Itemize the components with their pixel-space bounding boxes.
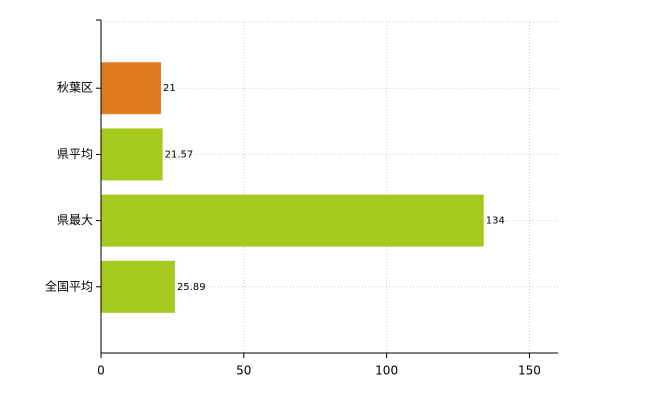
y-tick-label: 県最大 xyxy=(57,213,93,227)
bar xyxy=(101,194,484,247)
y-tick-label: 全国平均 xyxy=(45,278,93,293)
bar xyxy=(101,260,175,313)
y-tick-label: 県平均 xyxy=(57,147,93,161)
x-tick-label: 0 xyxy=(97,364,105,378)
bar xyxy=(101,62,161,115)
value-label: 21 xyxy=(163,83,176,94)
value-label: 21.57 xyxy=(165,149,194,160)
x-tick-label: 150 xyxy=(518,364,541,378)
value-label: 134 xyxy=(486,216,505,227)
y-tick-label: 秋葉区 xyxy=(57,81,93,95)
value-label: 25.89 xyxy=(177,282,206,293)
x-tick-label: 50 xyxy=(236,364,251,378)
bar xyxy=(101,128,163,181)
x-tick-label: 100 xyxy=(375,364,398,378)
